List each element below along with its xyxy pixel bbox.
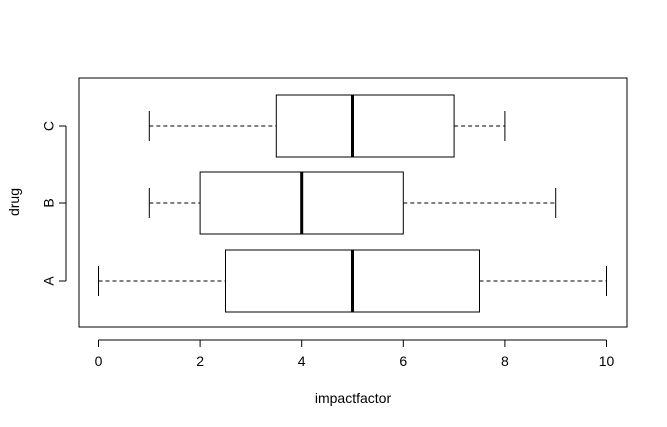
x-axis: 0 2 4 6 8 10 xyxy=(95,339,615,369)
x-tick-label: 6 xyxy=(399,353,407,369)
y-tick-label: C xyxy=(41,121,57,131)
x-tick-label: 10 xyxy=(599,353,615,369)
x-tick-label: 2 xyxy=(196,353,204,369)
box-B xyxy=(148,171,557,235)
y-axis: A B C xyxy=(41,121,67,286)
x-tick-label: 4 xyxy=(298,353,306,369)
plot-frame xyxy=(78,77,628,328)
x-tick-label: 0 xyxy=(95,353,103,369)
y-axis-label: drug xyxy=(6,188,22,216)
x-tick-label: 8 xyxy=(501,353,509,369)
boxes-group xyxy=(98,94,607,313)
x-axis-label: impactfactor xyxy=(315,390,392,406)
box-A xyxy=(98,249,607,313)
y-tick-label: A xyxy=(41,276,57,286)
box-iqr xyxy=(275,94,455,158)
box-C xyxy=(148,94,506,158)
y-tick-label: B xyxy=(41,198,57,207)
